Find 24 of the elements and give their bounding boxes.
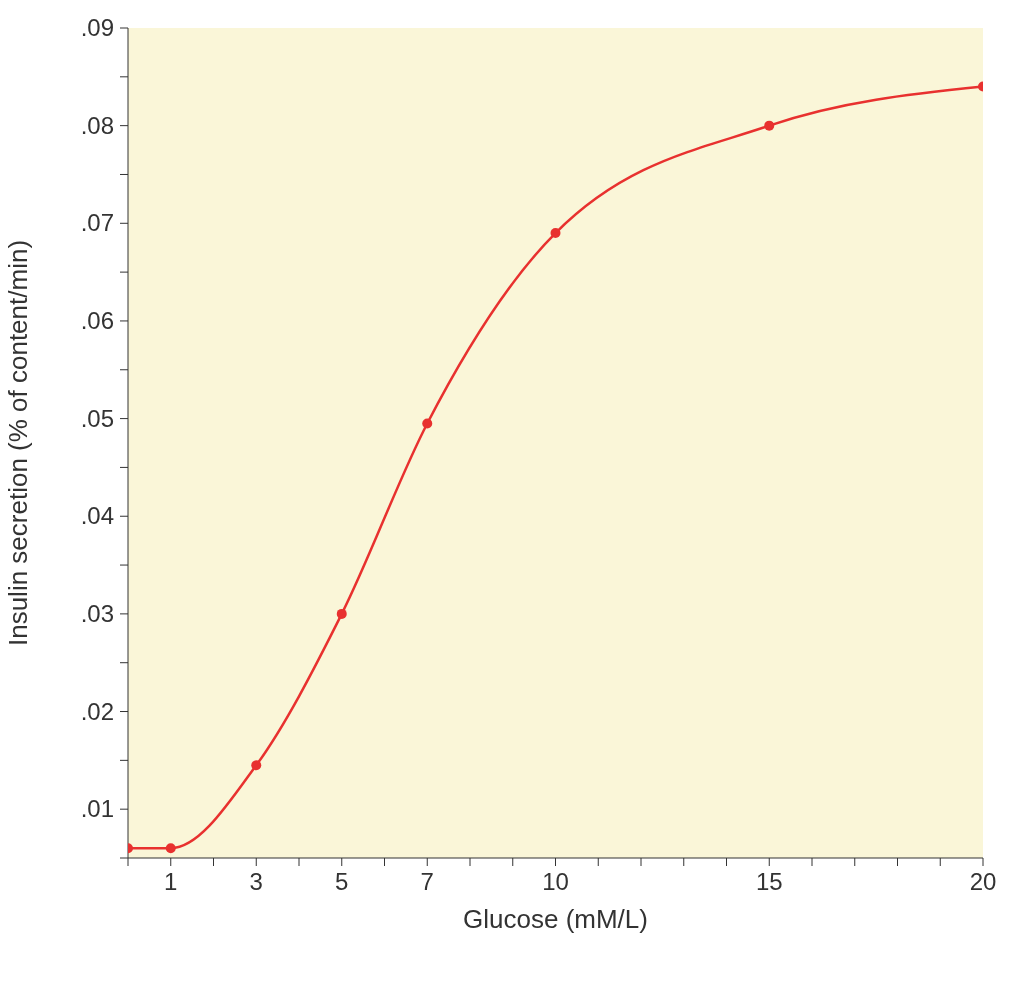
- x-tick-label: 10: [542, 868, 569, 895]
- x-tick-label: 20: [969, 868, 997, 895]
- x-tick-label: 1: [164, 868, 178, 895]
- point: [550, 228, 561, 239]
- x-tick-label: 5: [335, 868, 349, 895]
- x-axis-title: Glucose (mM/L): [463, 904, 648, 934]
- y-tick-label: .05: [80, 404, 114, 432]
- point: [165, 843, 176, 854]
- y-tick-label: .06: [80, 306, 114, 334]
- x-tick-label: 15: [755, 868, 783, 895]
- x-tick-label: 3: [249, 868, 263, 895]
- y-tick-label: .04: [80, 502, 114, 530]
- point: [251, 760, 262, 771]
- y-tick-label: .08: [80, 111, 114, 139]
- y-tick-label: .07: [80, 209, 114, 237]
- point: [764, 120, 775, 131]
- x-tick-label: 7: [420, 868, 434, 895]
- y-tick-label: .03: [80, 599, 114, 627]
- point: [336, 608, 347, 619]
- y-axis-title: Insulin secretion (% of content/min): [3, 239, 34, 647]
- point: [422, 418, 433, 429]
- y-tick-label: .02: [80, 697, 114, 725]
- y-tick-label: .09: [80, 14, 114, 41]
- y-tick-label: .01: [80, 795, 114, 823]
